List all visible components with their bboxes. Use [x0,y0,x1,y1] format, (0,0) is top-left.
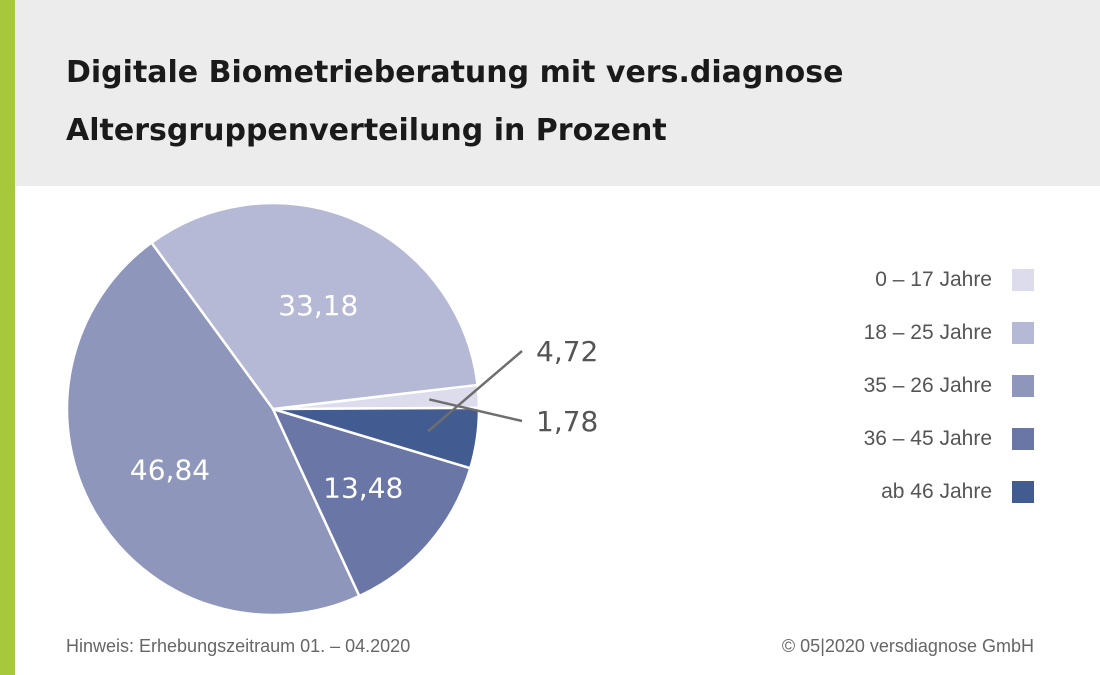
legend-item-3: 35 – 26 Jahre [774,359,1034,412]
data-label-3: 46,84 [130,454,210,487]
title-line-2: Altersgruppenverteilung in Prozent [66,113,667,148]
title-line-1: Digitale Biometrieberatung mit vers.diag… [66,55,844,90]
legend-swatch [1012,427,1034,450]
leader-line-5 [427,350,523,433]
pie-slice-5 [271,406,481,470]
data-label-4: 13,48 [323,471,403,504]
accent-bar [0,0,15,675]
footer-copyright: © 05|2020 versdiagnose GmbH [781,636,1034,656]
data-label-2: 33,18 [278,289,358,322]
legend: 0 – 17 Jahre 18 – 25 Jahre 35 – 26 Jahre 36… [774,253,1034,518]
footer-note: Hinweis: Erhebungszeitraum 01. – 04.2020 [66,636,411,656]
pie-slice-4 [271,407,472,598]
pie-slice-2 [150,201,479,411]
header-panel [15,0,1100,186]
legend-item-4: 36 – 45 Jahre [774,412,1034,465]
legend-label: 18 – 25 Jahre [863,320,992,344]
data-label-5: 4,72 [536,335,598,368]
legend-item-5: ab 46 Jahre [774,465,1034,518]
legend-swatch [1012,480,1034,503]
legend-label: 36 – 45 Jahre [863,426,992,450]
chart-title: Digitale Biometrieberatung mit vers.diag… [66,44,844,160]
leader-line-1 [428,398,523,423]
legend-label: 35 – 26 Jahre [863,373,992,397]
legend-swatch [1012,374,1034,397]
legend-swatch [1012,321,1034,344]
data-label-1: 1,78 [536,405,598,438]
pie-slice-3 [65,241,361,617]
legend-item-1: 0 – 17 Jahre [774,253,1034,306]
legend-swatch [1012,268,1034,291]
legend-label: ab 46 Jahre [881,479,992,503]
legend-label: 0 – 17 Jahre [875,267,992,291]
legend-item-2: 18 – 25 Jahre [774,306,1034,359]
